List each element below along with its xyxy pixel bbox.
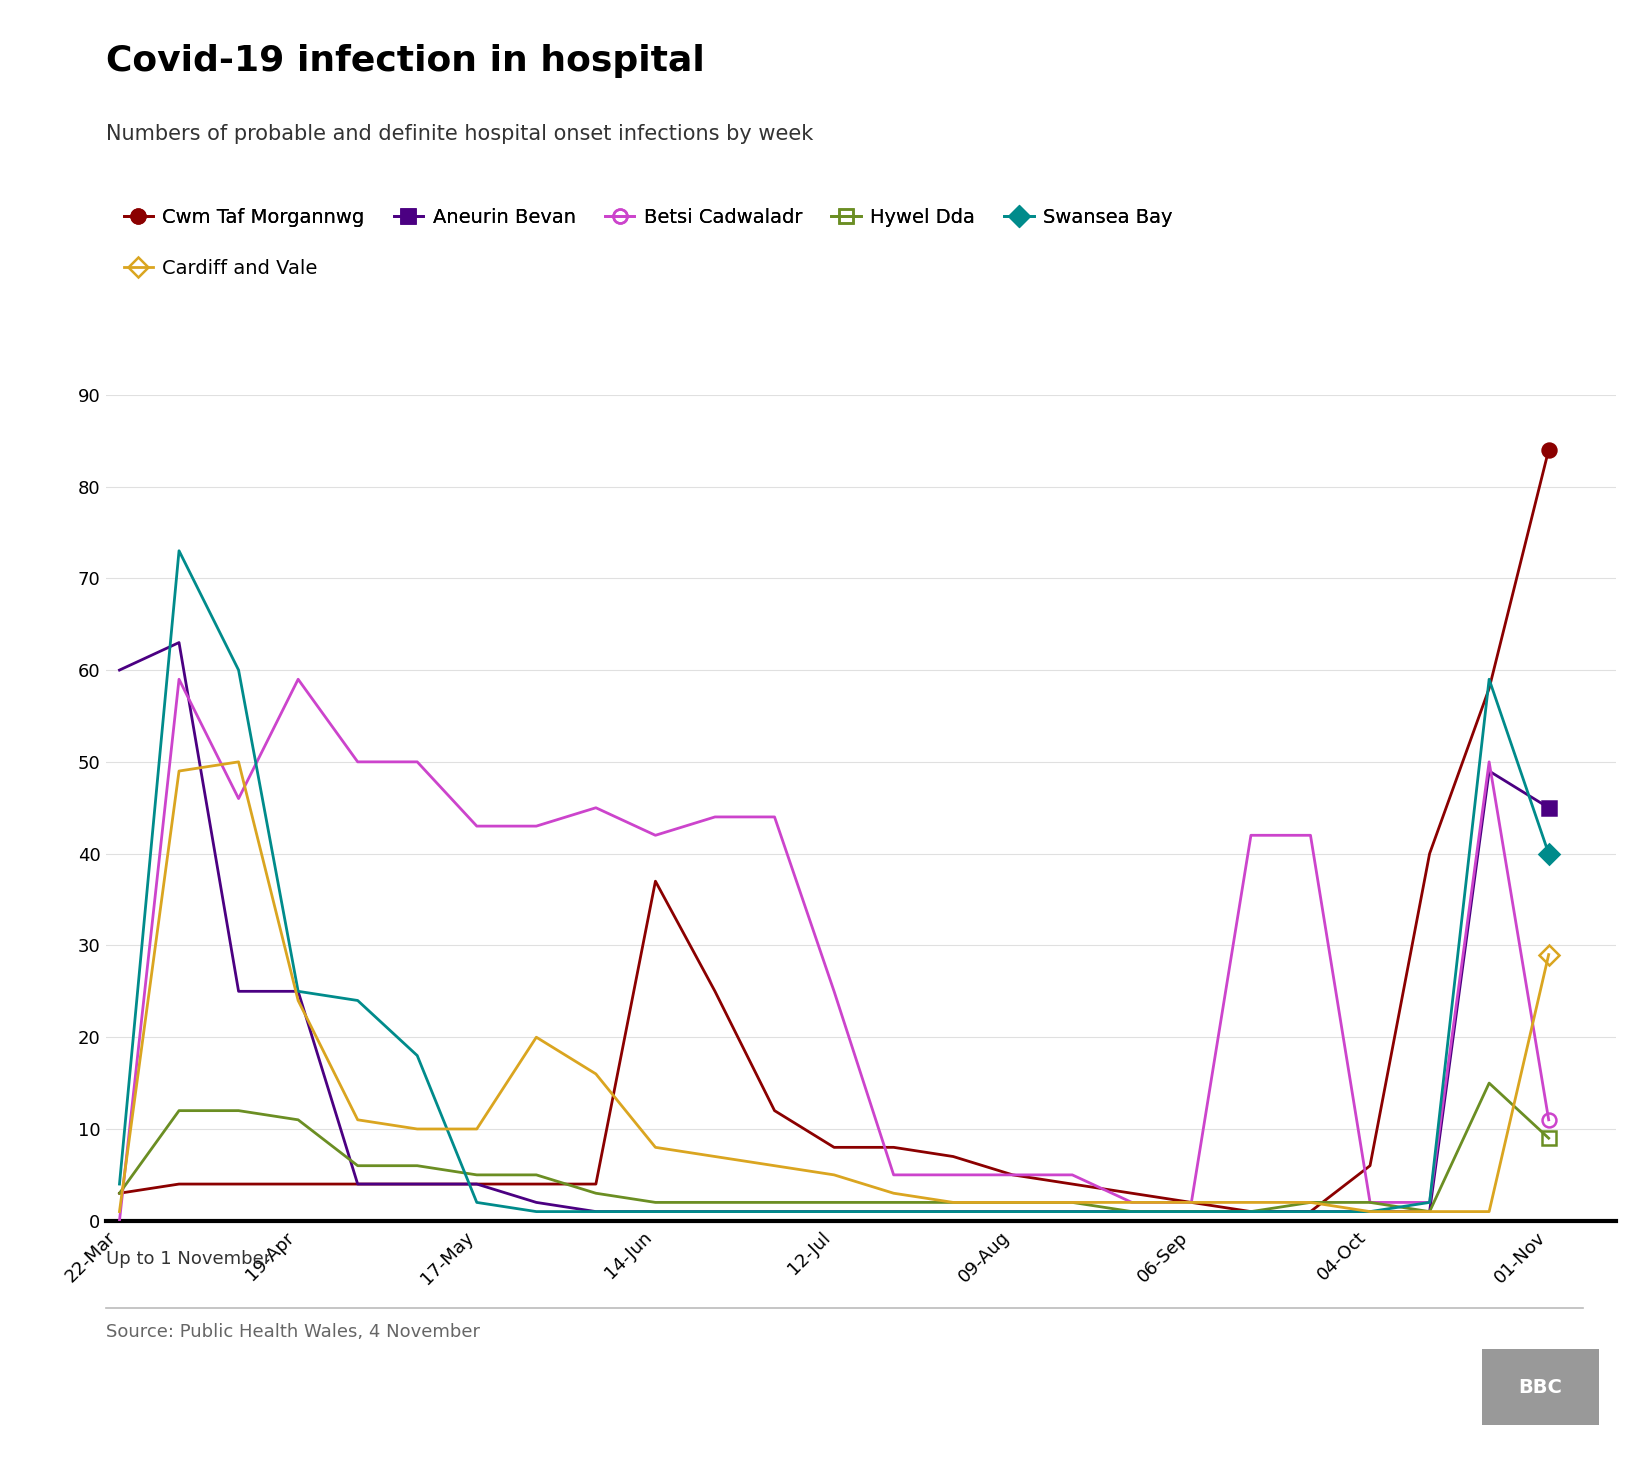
Text: BBC: BBC (1519, 1379, 1562, 1396)
Legend: Cwm Taf Morgannwg, Aneurin Bevan, Betsi Cadwaladr, Hywel Dda, Swansea Bay: Cwm Taf Morgannwg, Aneurin Bevan, Betsi … (116, 200, 1180, 234)
Text: Covid-19 infection in hospital: Covid-19 infection in hospital (106, 44, 705, 77)
Text: Numbers of probable and definite hospital onset infections by week: Numbers of probable and definite hospita… (106, 124, 813, 145)
Text: Source: Public Health Wales, 4 November: Source: Public Health Wales, 4 November (106, 1323, 480, 1341)
Text: Up to 1 November: Up to 1 November (106, 1250, 271, 1268)
Legend: Cardiff and Vale: Cardiff and Vale (116, 251, 326, 285)
